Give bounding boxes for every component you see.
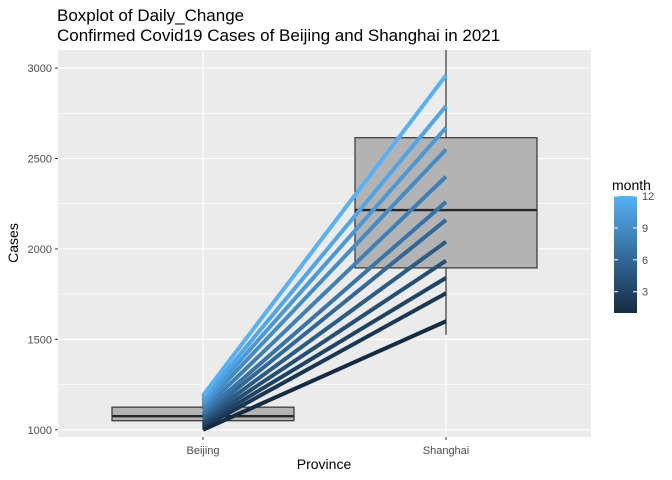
legend-tick-label: 6 <box>642 255 648 267</box>
series-line-month-11 <box>201 104 448 401</box>
series-line-month-2 <box>202 291 447 429</box>
series-line-month-9 <box>201 148 448 408</box>
chart-title: Boxplot of Daily_Change <box>57 6 244 25</box>
x-axis-title: Province <box>297 456 352 472</box>
series-line-month-6 <box>201 218 448 418</box>
series-lines <box>201 74 448 432</box>
y-axis: 1000 1500 2000 2500 3000 <box>28 63 58 437</box>
legend-tick-label: 3 <box>642 287 648 299</box>
series-line-month-8 <box>201 175 448 412</box>
series-line-month-10 <box>201 126 448 404</box>
series-line-month-7 <box>201 200 448 415</box>
legend-colorbar <box>614 196 637 313</box>
y-tick-label: 2500 <box>28 154 52 166</box>
legend-ticks: 3 6 9 12 <box>614 191 654 299</box>
chart-subtitle: Confirmed Covid19 Cases of Beijing and S… <box>57 26 500 45</box>
color-legend: month 3 6 9 12 <box>612 177 654 313</box>
x-tick-label: Beijing <box>186 445 219 457</box>
y-tick-label: 1000 <box>28 425 52 437</box>
x-tick-label: Shanghai <box>423 445 470 457</box>
series-line-month-12 <box>201 74 448 397</box>
y-tick-label: 2000 <box>28 244 52 256</box>
series-line-month-4 <box>201 259 448 424</box>
series-line-month-3 <box>201 276 448 427</box>
y-tick-label: 1500 <box>28 334 52 346</box>
series-line-month-1 <box>202 319 447 432</box>
y-tick-label: 3000 <box>28 63 52 75</box>
series-line-month-5 <box>201 240 448 421</box>
y-axis-title: Cases <box>5 223 21 263</box>
legend-tick-label: 12 <box>642 191 654 203</box>
x-axis: Beijing Shanghai <box>186 437 469 457</box>
legend-tick-label: 9 <box>642 223 648 235</box>
legend-title: month <box>612 177 651 193</box>
